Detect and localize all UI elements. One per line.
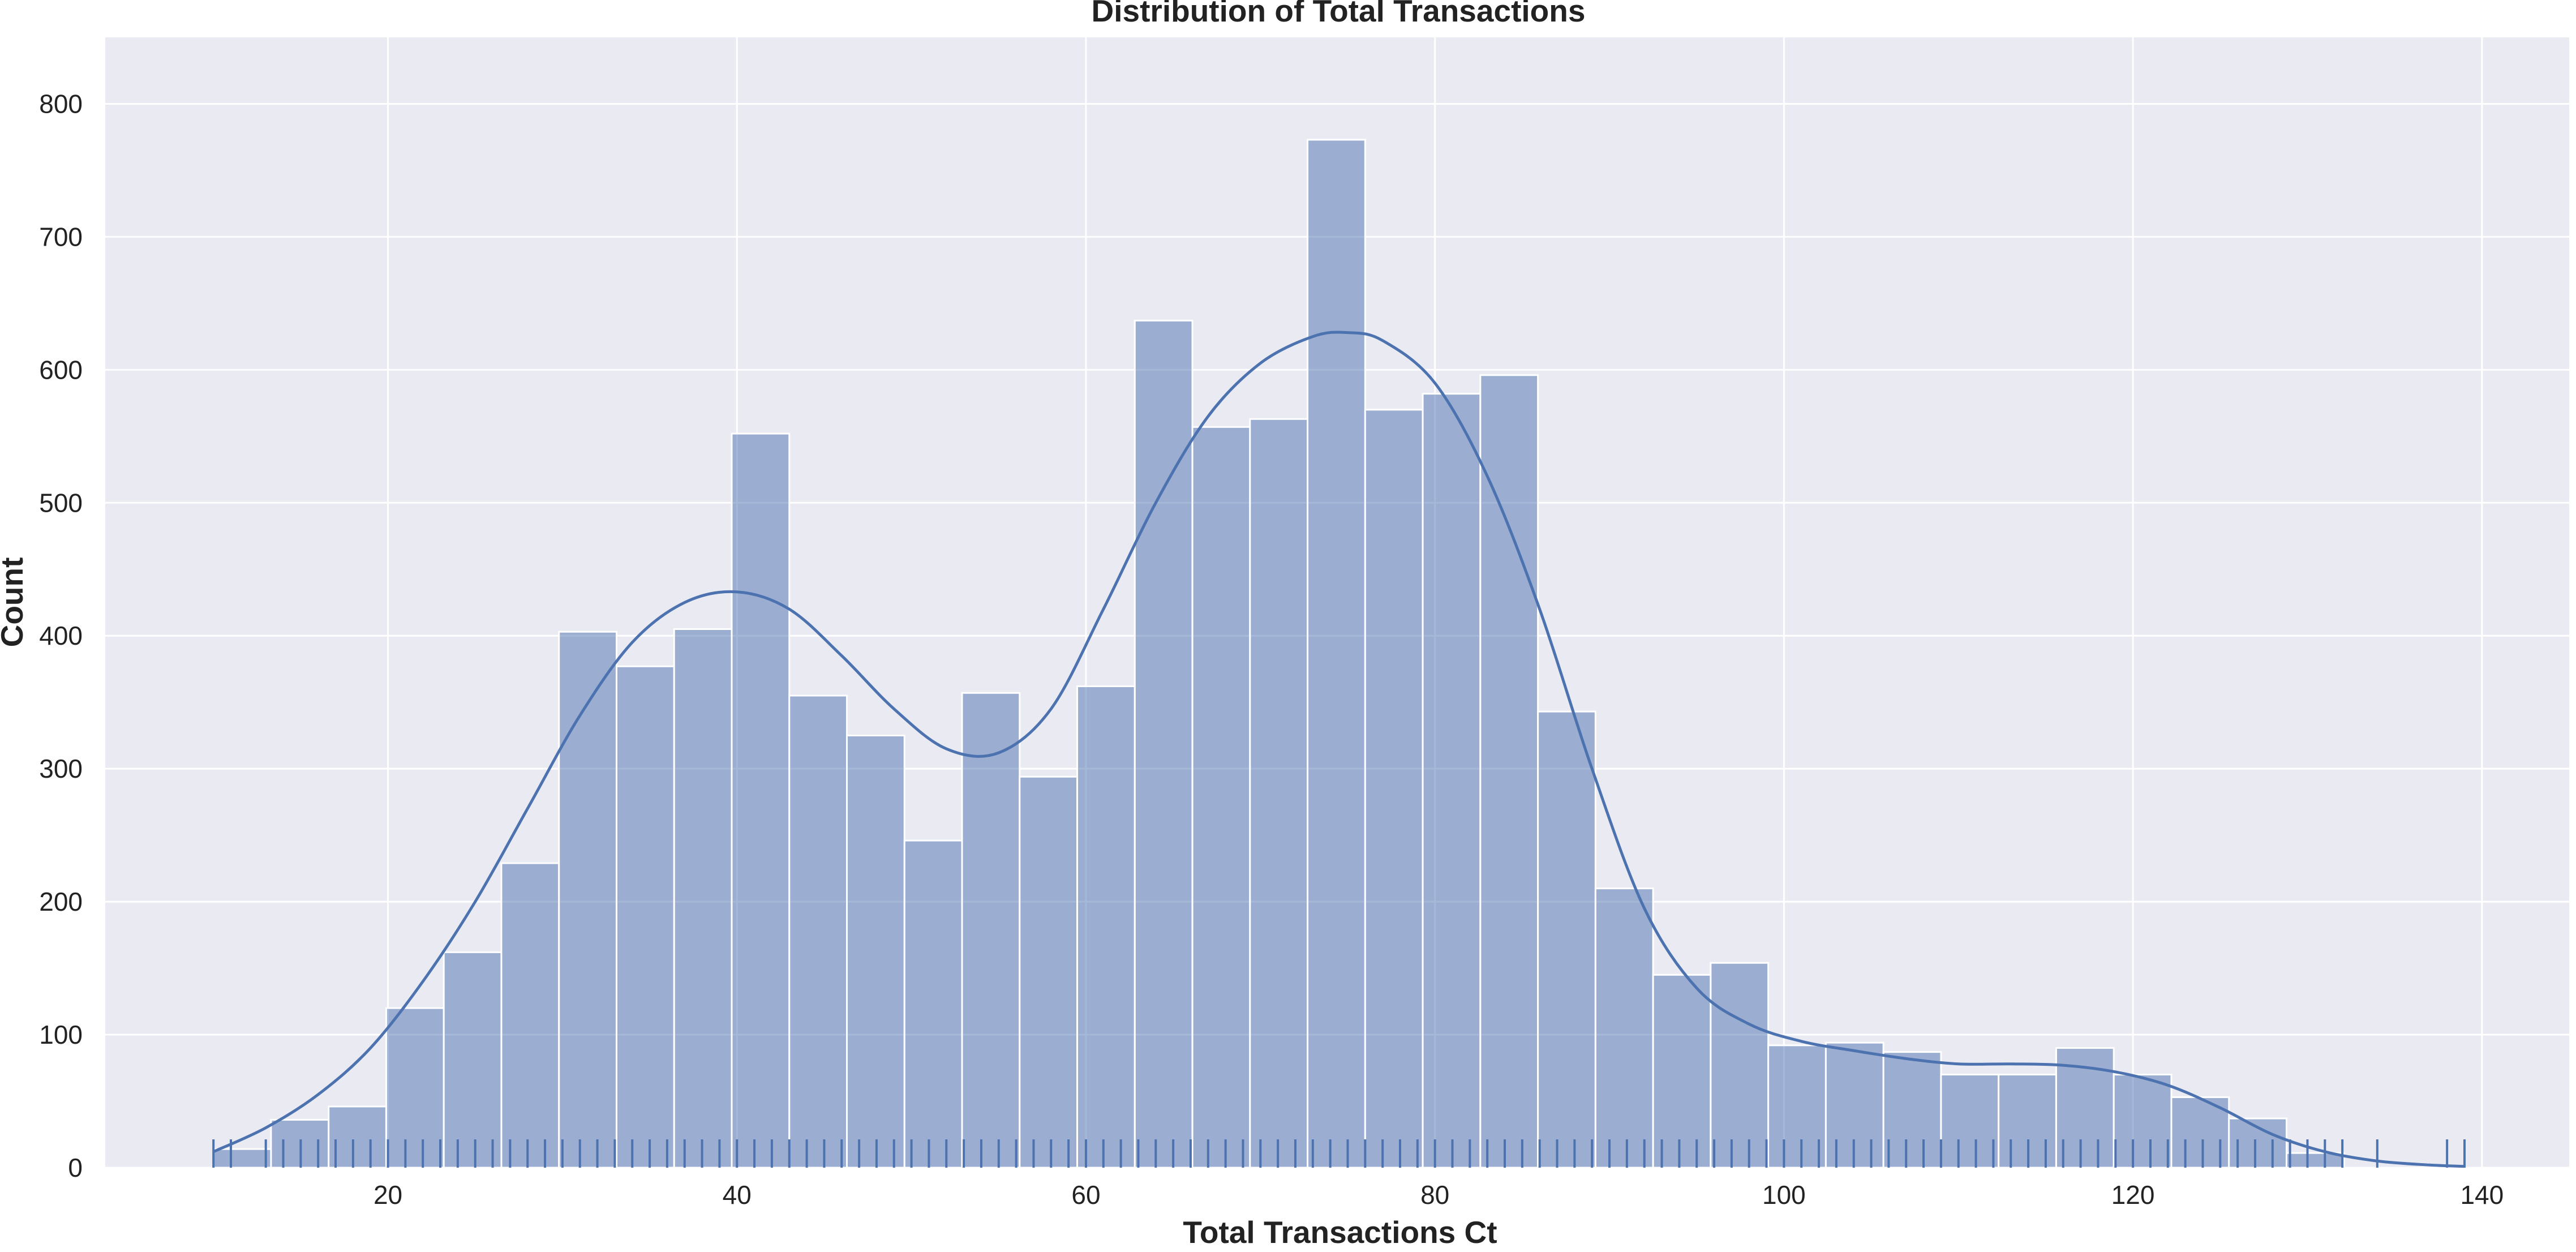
histogram-bar	[846, 734, 905, 1169]
x-tick-label: 60	[1071, 1180, 1100, 1210]
histogram-bar	[2113, 1074, 2173, 1169]
histogram-bar	[1076, 685, 1136, 1169]
histogram-bar	[1767, 1044, 1827, 1169]
y-tick-label: 500	[39, 488, 83, 517]
x-tick-label: 20	[373, 1180, 402, 1210]
histogram-bar	[903, 839, 963, 1169]
histogram-bar	[673, 628, 733, 1169]
histogram-bar	[1652, 974, 1712, 1169]
histogram-bar	[443, 951, 503, 1169]
histogram-bar	[1364, 409, 1424, 1169]
histogram-bars	[212, 139, 2345, 1169]
histogram-bar	[1422, 393, 1482, 1169]
histogram-bar	[788, 694, 848, 1169]
histogram-bar	[500, 862, 560, 1169]
histogram-bar	[1019, 775, 1079, 1169]
kde-curve	[213, 331, 2465, 1168]
histogram-bar	[558, 631, 617, 1169]
histogram-bar	[1134, 319, 1193, 1169]
x-tick-label: 80	[1420, 1180, 1449, 1210]
histogram-bar	[385, 1007, 445, 1169]
histogram-bar	[1882, 1051, 1942, 1169]
histogram-bar	[1479, 374, 1539, 1169]
histogram-bar	[1307, 139, 1366, 1169]
chart-title: Distribution of Total Transactions	[1092, 0, 1586, 28]
x-axis-label: Total Transactions Ct	[1183, 1215, 1497, 1250]
histogram-bar	[328, 1105, 387, 1169]
x-tick-label: 140	[2460, 1180, 2504, 1210]
y-tick-label: 100	[39, 1020, 83, 1049]
y-tick-label: 200	[39, 887, 83, 916]
y-tick-label: 400	[39, 621, 83, 650]
histogram-bar	[1191, 426, 1251, 1169]
y-tick-label: 700	[39, 222, 83, 251]
x-tick-label: 120	[2111, 1180, 2155, 1210]
histogram-bar	[1940, 1074, 2000, 1169]
histogram-bar	[1594, 887, 1654, 1169]
y-axis-label: Count	[0, 558, 29, 648]
x-axis-ticks: 20 40 60 80 100 120 140	[373, 1180, 2504, 1210]
histogram-bar	[1249, 418, 1309, 1169]
histogram-bar	[615, 665, 675, 1169]
rug-ticks	[212, 1139, 2466, 1168]
x-tick-label: 40	[723, 1180, 752, 1210]
histogram-bar	[1710, 962, 1770, 1169]
x-tick-label: 100	[1762, 1180, 1806, 1210]
histogram-bar	[731, 432, 791, 1169]
histogram-bar	[2285, 1152, 2345, 1169]
histogram-bar	[212, 1148, 272, 1169]
y-tick-label: 800	[39, 89, 83, 118]
histogram-bar	[1537, 710, 1596, 1169]
y-axis-ticks: 0 100 200 300 400 500 600 700 800	[39, 89, 83, 1182]
histogram-bar	[961, 692, 1021, 1169]
y-tick-label: 300	[39, 754, 83, 783]
y-tick-label: 0	[68, 1153, 83, 1182]
y-tick-label: 600	[39, 355, 83, 384]
